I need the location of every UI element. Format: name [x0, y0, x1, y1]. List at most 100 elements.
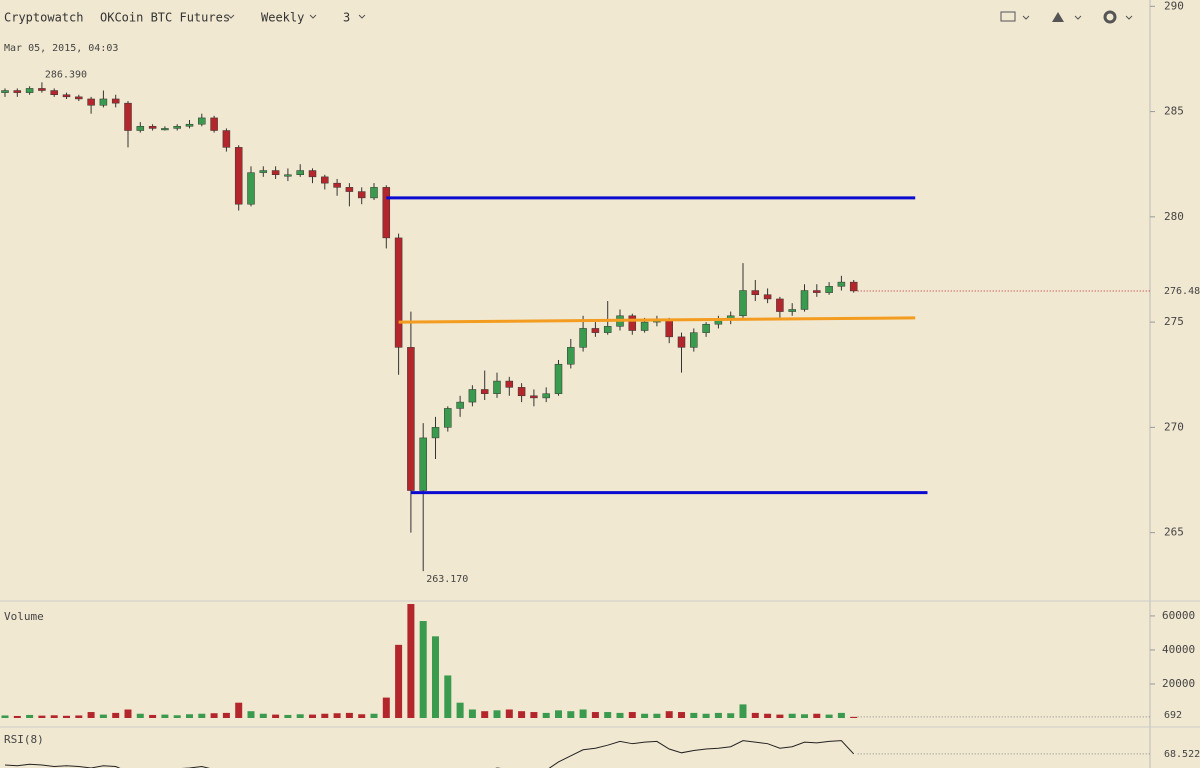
volume-bar — [727, 713, 735, 718]
y-tick-label: 290 — [1164, 0, 1184, 12]
candle-body — [87, 98, 95, 106]
volume-bar — [788, 713, 796, 718]
candle-body — [579, 328, 587, 348]
volume-bar — [764, 713, 772, 718]
volume-bar — [493, 710, 501, 718]
market-select[interactable]: OKCoin BTC Futures — [100, 11, 230, 25]
volume-bar — [284, 714, 292, 718]
candle-body — [776, 298, 784, 312]
volume-bar — [333, 713, 341, 718]
brand[interactable]: Cryptowatch — [4, 11, 83, 25]
candle-body — [111, 98, 120, 104]
candle-body — [25, 88, 34, 93]
volume-bar — [567, 711, 575, 718]
candle-body — [480, 389, 489, 394]
volume-bar — [99, 714, 107, 718]
candle-body — [788, 309, 796, 312]
volume-bar — [272, 714, 280, 718]
candle-body — [161, 128, 169, 131]
volume-bar — [345, 712, 353, 718]
timestamp: Mar 05, 2015, 04:03 — [4, 43, 118, 54]
volume-bar — [136, 713, 144, 718]
candle-body — [222, 130, 231, 148]
volume-bar — [186, 714, 193, 718]
volume-bar — [235, 702, 243, 718]
caret — [1074, 15, 1082, 20]
candle-body — [62, 94, 71, 98]
candle-body — [702, 323, 710, 333]
volume-bar — [112, 712, 120, 718]
volume-bar — [518, 711, 526, 718]
count-select[interactable]: 3 — [343, 11, 350, 25]
volume-bar — [13, 715, 21, 718]
candle-body — [321, 176, 329, 184]
volume-bar — [801, 714, 808, 718]
candle-body — [75, 96, 83, 100]
volume-bar — [739, 704, 747, 718]
candle-body — [603, 326, 612, 333]
candle-body — [825, 286, 833, 293]
rsi-label: RSI(8) — [4, 733, 44, 746]
volume-bar — [1, 715, 9, 718]
caret — [1022, 15, 1030, 20]
volume-bar — [678, 712, 685, 718]
volume-bar — [38, 715, 46, 718]
candle-body — [677, 336, 686, 348]
candle-body — [38, 88, 46, 91]
candle-body — [124, 102, 132, 131]
volume-bar — [259, 713, 267, 718]
keyboard-icon[interactable] — [1000, 11, 1016, 22]
candle-body — [800, 290, 809, 310]
volume-bar — [75, 715, 83, 718]
candle-body — [849, 281, 858, 292]
candle-body — [296, 170, 304, 175]
candle-body — [493, 380, 501, 394]
candle-body — [99, 98, 108, 106]
candle-body — [345, 187, 354, 192]
caret — [227, 14, 235, 19]
volume-bar — [432, 636, 439, 718]
candle-body — [50, 90, 58, 95]
volume-bar — [665, 711, 673, 718]
volume-bar — [542, 712, 550, 718]
candle-body — [628, 315, 637, 331]
volume-bar — [370, 713, 378, 718]
volume-label: Volume — [4, 610, 44, 623]
volume-bar — [579, 709, 587, 718]
candle-body — [813, 290, 821, 293]
candle-body — [505, 380, 514, 388]
volume-bar — [198, 713, 206, 718]
candle-body — [517, 387, 526, 397]
candle-body — [173, 126, 181, 129]
volume-bar — [407, 604, 415, 718]
draw-icon[interactable] — [1052, 12, 1064, 22]
candle-body — [271, 170, 280, 175]
settings-icon[interactable] — [1103, 10, 1117, 24]
volume-bar — [555, 710, 562, 718]
candle-body — [530, 395, 538, 399]
y-tick-label: 280 — [1164, 210, 1184, 223]
y-tick-label: 275 — [1164, 315, 1184, 328]
volume-bar — [850, 716, 858, 718]
volume-bar — [87, 712, 95, 718]
extreme-label: 286.390 — [45, 69, 87, 80]
rsi-pane — [4, 740, 855, 768]
volume-bar — [358, 714, 366, 718]
volume-bar — [419, 621, 427, 718]
candle-body — [198, 117, 206, 125]
volume-bar — [653, 713, 661, 718]
candle-body — [837, 281, 846, 287]
period-select[interactable]: Weekly — [261, 11, 304, 25]
caret — [1125, 15, 1133, 20]
last-price-label: 276.480 — [1164, 286, 1200, 297]
candle-body — [665, 319, 673, 338]
caret — [358, 14, 366, 19]
candle-body — [136, 126, 145, 131]
volume-bar — [444, 675, 452, 718]
rsi-line — [4, 740, 855, 768]
volume-bar — [382, 697, 390, 718]
candle-body — [247, 172, 255, 205]
y-tick-label: 20000 — [1162, 677, 1195, 690]
candle-body — [751, 290, 760, 295]
candle-body — [431, 427, 440, 439]
